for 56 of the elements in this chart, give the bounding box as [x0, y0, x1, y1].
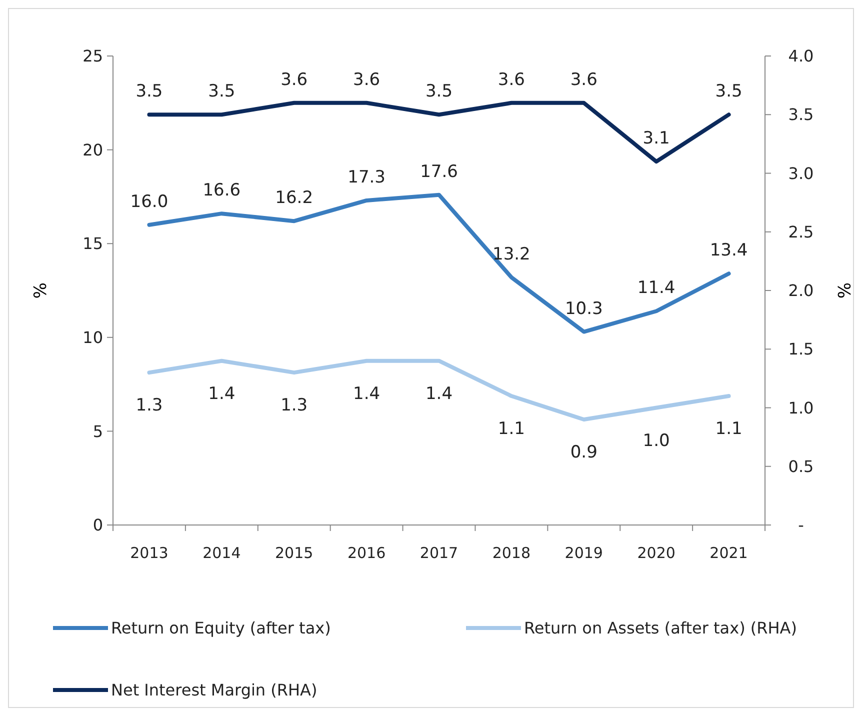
y-tick-label: 25 [82, 46, 103, 66]
y2-tick-label: 1.0 [788, 398, 814, 418]
data-label: 3.6 [280, 70, 308, 90]
y2-axis-title: % [833, 282, 853, 299]
y2-tick-label: 1.5 [788, 340, 814, 359]
x-tick-label: 2021 [710, 544, 748, 562]
data-label: 3.6 [353, 70, 380, 90]
data-label: 1.4 [208, 384, 236, 404]
y-tick-label: 15 [82, 234, 103, 254]
y-tick-label: 20 [82, 140, 103, 160]
data-label: 3.1 [642, 128, 670, 149]
x-tick-label: 2019 [564, 544, 603, 562]
x-tick-label: 2020 [637, 544, 676, 562]
data-label: 3.5 [715, 82, 742, 102]
y2-tick-label: 3.5 [788, 105, 814, 124]
data-label: 3.6 [570, 70, 598, 90]
y2-tick-label: 2.5 [788, 222, 814, 242]
data-label: 1.1 [715, 419, 742, 440]
data-label: 3.5 [425, 82, 453, 102]
y2-tick-label: 4.0 [788, 46, 814, 66]
data-label: 1.4 [425, 384, 453, 404]
y-tick-label: 10 [82, 328, 103, 347]
y-tick-label: 0 [92, 516, 103, 535]
data-label: 16.6 [202, 180, 241, 201]
data-label: 16.2 [275, 188, 314, 208]
y2-tick-label: 3.0 [788, 164, 814, 183]
data-label: 13.2 [492, 244, 530, 264]
data-label: 11.4 [637, 278, 676, 298]
data-label: 13.4 [710, 240, 748, 261]
legend-label: Return on Assets (after tax) (RHA) [524, 618, 797, 638]
x-tick-label: 2014 [202, 544, 241, 562]
legend-label: Return on Equity (after tax) [111, 618, 331, 638]
y2-tick-label: 0.5 [788, 456, 814, 476]
x-tick-label: 2018 [492, 544, 531, 562]
data-label: 16.0 [130, 192, 168, 212]
data-label: 1.1 [498, 419, 525, 440]
data-label: 1.3 [280, 396, 308, 416]
y-tick-label: 5 [92, 422, 103, 441]
data-label: 1.3 [136, 396, 163, 416]
data-label: 1.0 [642, 430, 670, 451]
data-label: 3.5 [136, 82, 163, 102]
data-label: 3.5 [208, 82, 236, 102]
y-axis-title: % [31, 282, 51, 299]
x-tick-label: 2016 [347, 544, 386, 562]
y2-tick-label: - [798, 516, 804, 535]
data-label: 1.4 [353, 384, 380, 404]
data-label: 17.6 [420, 162, 458, 182]
x-tick-label: 2017 [420, 544, 458, 562]
data-label: 17.3 [348, 167, 386, 188]
y2-tick-label: 2.0 [788, 281, 814, 300]
x-tick-label: 2013 [130, 544, 168, 562]
data-label: 0.9 [570, 442, 598, 462]
legend-label: Net Interest Margin (RHA) [111, 680, 318, 700]
data-label: 3.6 [498, 70, 525, 90]
data-label: 10.3 [564, 298, 603, 319]
x-tick-label: 2015 [275, 544, 314, 562]
